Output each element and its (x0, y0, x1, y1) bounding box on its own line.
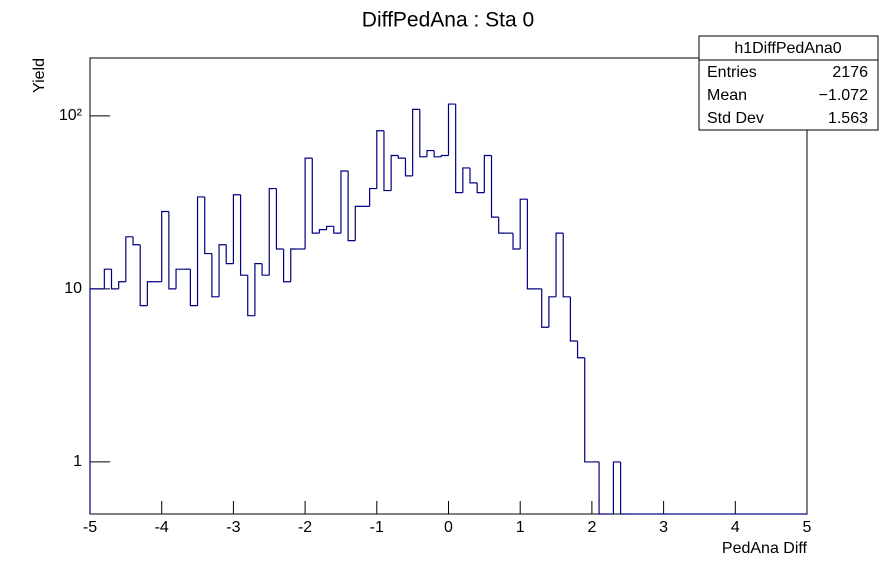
stats-title: h1DiffPedAna0 (734, 40, 841, 57)
histogram-bin (225, 244, 234, 265)
x-tick-label: -3 (226, 519, 240, 536)
histogram-bin (139, 244, 148, 307)
histogram-bin (254, 263, 263, 316)
x-tick-label: -1 (370, 519, 384, 536)
histogram-bin (168, 211, 177, 290)
histogram-bin (282, 249, 291, 283)
histogram-bin (304, 157, 313, 250)
histogram-bin (512, 233, 521, 250)
chart-title: DiffPedAna : Sta 0 (362, 9, 534, 32)
stats-label: Std Dev (707, 110, 764, 127)
x-tick-label: 2 (587, 519, 596, 536)
histogram-bin (440, 154, 449, 157)
histogram-bin (196, 196, 205, 306)
histogram-bin (555, 232, 564, 297)
histogram-bin (584, 357, 592, 463)
stats-value: 1.563 (828, 110, 868, 127)
histogram-bin (490, 155, 499, 218)
histogram-bin (125, 236, 134, 282)
histogram-bin (376, 130, 384, 189)
histogram-bin (397, 155, 406, 159)
histogram-bin (261, 263, 270, 276)
histogram-bin (569, 296, 578, 342)
stats-frame (698, 35, 879, 131)
histogram-bin (175, 268, 184, 289)
x-tick-label: 3 (659, 519, 668, 536)
histogram-bin (318, 229, 327, 234)
histogram-bin (218, 244, 227, 297)
histogram-bin (311, 158, 320, 234)
histogram-bin (161, 210, 169, 282)
histogram-bin (426, 149, 435, 157)
histogram-bin (347, 171, 356, 242)
histogram-bin (268, 187, 277, 276)
histogram-bin (548, 296, 557, 328)
histogram-bin (369, 187, 377, 207)
stats-box: h1DiffPedAna0 Entries 2176 Mean −1.072 S… (698, 35, 879, 131)
x-tick-label: -4 (155, 519, 169, 536)
histogram-bin (89, 288, 98, 514)
histogram-bin (433, 150, 442, 158)
y-axis-title: Yield (31, 58, 48, 93)
histogram-bin (498, 217, 506, 234)
histogram-bin (354, 205, 363, 241)
x-tick-label: 1 (516, 519, 525, 536)
histogram-bin (519, 198, 528, 250)
histogram-bin (612, 461, 621, 514)
x-tick-label: 4 (731, 519, 740, 536)
histogram-bin (469, 167, 478, 184)
histogram-bin (390, 154, 399, 191)
histogram-bin (189, 269, 198, 307)
histogram-bin (598, 461, 607, 515)
histogram-bin (404, 158, 413, 177)
y-tick-label: 10 (64, 280, 82, 297)
histogram-bin (247, 275, 255, 317)
stats-value: −1.072 (819, 87, 868, 104)
histogram-bin (333, 226, 341, 234)
histogram-bin (541, 288, 549, 328)
histogram-bin (455, 104, 463, 194)
histogram-bin (526, 199, 535, 290)
histogram-bin (383, 130, 392, 192)
x-tick-label: 0 (444, 519, 453, 536)
x-tick-label: -2 (298, 519, 312, 536)
histogram-bin (476, 182, 485, 194)
x-tick-label: 5 (803, 519, 812, 536)
histogram-bin (239, 194, 248, 276)
stats-value: 2176 (832, 64, 868, 81)
x-axis-title: PedAna Diff (722, 540, 808, 557)
histogram-bin (412, 108, 420, 176)
stats-label: Entries (707, 64, 757, 81)
histogram-bin (204, 196, 212, 255)
histogram-bin (419, 109, 427, 158)
histogram-bin (562, 233, 571, 298)
histogram-bin (462, 167, 471, 193)
histogram-bin (619, 461, 628, 515)
histogram-bin (232, 194, 241, 264)
stats-label: Mean (707, 87, 747, 104)
histogram-bin (103, 268, 112, 289)
histogram-bin (290, 248, 298, 282)
histogram-bin (132, 236, 141, 246)
histogram-bin (110, 269, 119, 290)
x-tick-label: -5 (83, 519, 97, 536)
y-tick-label: 1 (73, 453, 82, 470)
histogram-bin (483, 154, 492, 193)
histogram-bin (340, 170, 349, 234)
histogram-bin (447, 103, 456, 156)
histogram-bin (118, 281, 126, 289)
histogram-bin (326, 225, 334, 230)
histogram-bin (146, 281, 155, 306)
histogram-bin (275, 188, 284, 250)
y-tick-label: 10² (59, 107, 83, 124)
histogram-bin (576, 340, 585, 359)
histogram-bin (211, 253, 220, 298)
